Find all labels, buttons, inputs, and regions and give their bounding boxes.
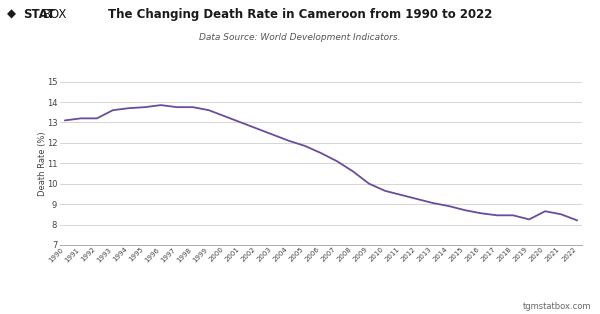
Y-axis label: Death Rate (%): Death Rate (%) [38, 131, 47, 196]
Text: BOX: BOX [43, 8, 68, 21]
Text: tgmstatbox.com: tgmstatbox.com [523, 302, 591, 311]
Text: ◆: ◆ [7, 8, 16, 21]
Text: Data Source: World Development Indicators.: Data Source: World Development Indicator… [199, 33, 401, 42]
Text: STAT: STAT [23, 8, 55, 21]
Text: The Changing Death Rate in Cameroon from 1990 to 2022: The Changing Death Rate in Cameroon from… [108, 8, 492, 21]
